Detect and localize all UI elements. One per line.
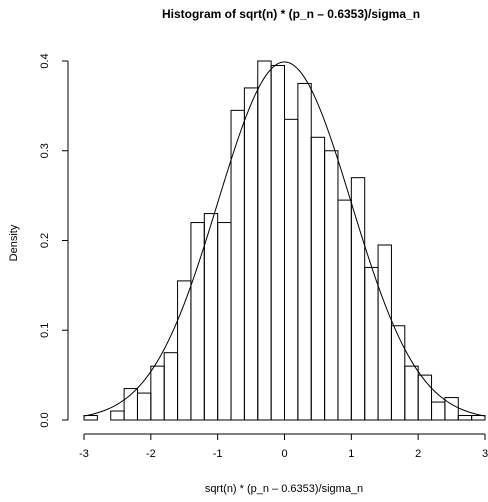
- y-axis: 0.0 0.1 0.2 0.3 0.4: [39, 53, 69, 428]
- histogram-bar: [390, 325, 406, 421]
- histogram-bar: [337, 199, 352, 421]
- histogram-bar: [350, 177, 366, 421]
- x-tick-label: 1: [348, 448, 354, 460]
- histogram-bar: [150, 365, 165, 421]
- histogram-bar: [163, 352, 179, 421]
- histogram-bar: [431, 401, 446, 421]
- histogram-bar: [444, 397, 459, 421]
- histogram-bar: [110, 410, 125, 421]
- histogram-bar: [257, 60, 272, 421]
- histogram-bar: [457, 415, 473, 421]
- histogram-bar: [417, 374, 433, 421]
- histogram-bar: [136, 392, 152, 421]
- histogram-bar: [203, 213, 219, 421]
- x-tick-label: 3: [482, 448, 488, 460]
- x-tick-label: 2: [415, 448, 421, 460]
- histogram-bar: [324, 150, 339, 421]
- histogram-bar: [177, 280, 192, 421]
- y-tick-label: 0.3: [39, 143, 51, 158]
- chart-title: Histogram of sqrt(n) * (p_n – 0.6353)/si…: [162, 7, 420, 21]
- histogram-bar: [310, 136, 326, 421]
- x-tick-label: -3: [79, 448, 89, 460]
- histogram-bar: [297, 82, 312, 421]
- histogram-bar: [217, 222, 232, 421]
- histogram-bar: [243, 87, 259, 421]
- y-axis-label: Density: [8, 224, 20, 261]
- x-tick-label: -2: [146, 448, 156, 460]
- histogram-bar: [364, 266, 379, 421]
- normal-density-curve: [83, 61, 486, 417]
- histogram-bar: [270, 64, 285, 421]
- x-axis-label: sqrt(n) * (p_n – 0.6353)/sigma_n: [205, 483, 363, 495]
- histogram-bar: [377, 244, 392, 421]
- y-tick-label: 0.2: [39, 233, 51, 248]
- x-axis: -3 -2 -1 0 1 2 3: [79, 433, 488, 460]
- x-tick-label: 0: [281, 448, 287, 460]
- histogram-bar: [404, 365, 419, 421]
- histogram-bar: [83, 415, 98, 421]
- histogram-bar: [230, 109, 245, 421]
- histogram-bars: [83, 60, 486, 421]
- histogram-bar: [471, 415, 486, 421]
- histogram-bar: [123, 388, 138, 421]
- histogram-bar: [284, 118, 299, 421]
- y-tick-label: 0.1: [39, 323, 51, 338]
- y-tick-label: 0.4: [39, 53, 51, 68]
- x-tick-label: -1: [213, 448, 223, 460]
- y-tick-label: 0.0: [39, 412, 51, 427]
